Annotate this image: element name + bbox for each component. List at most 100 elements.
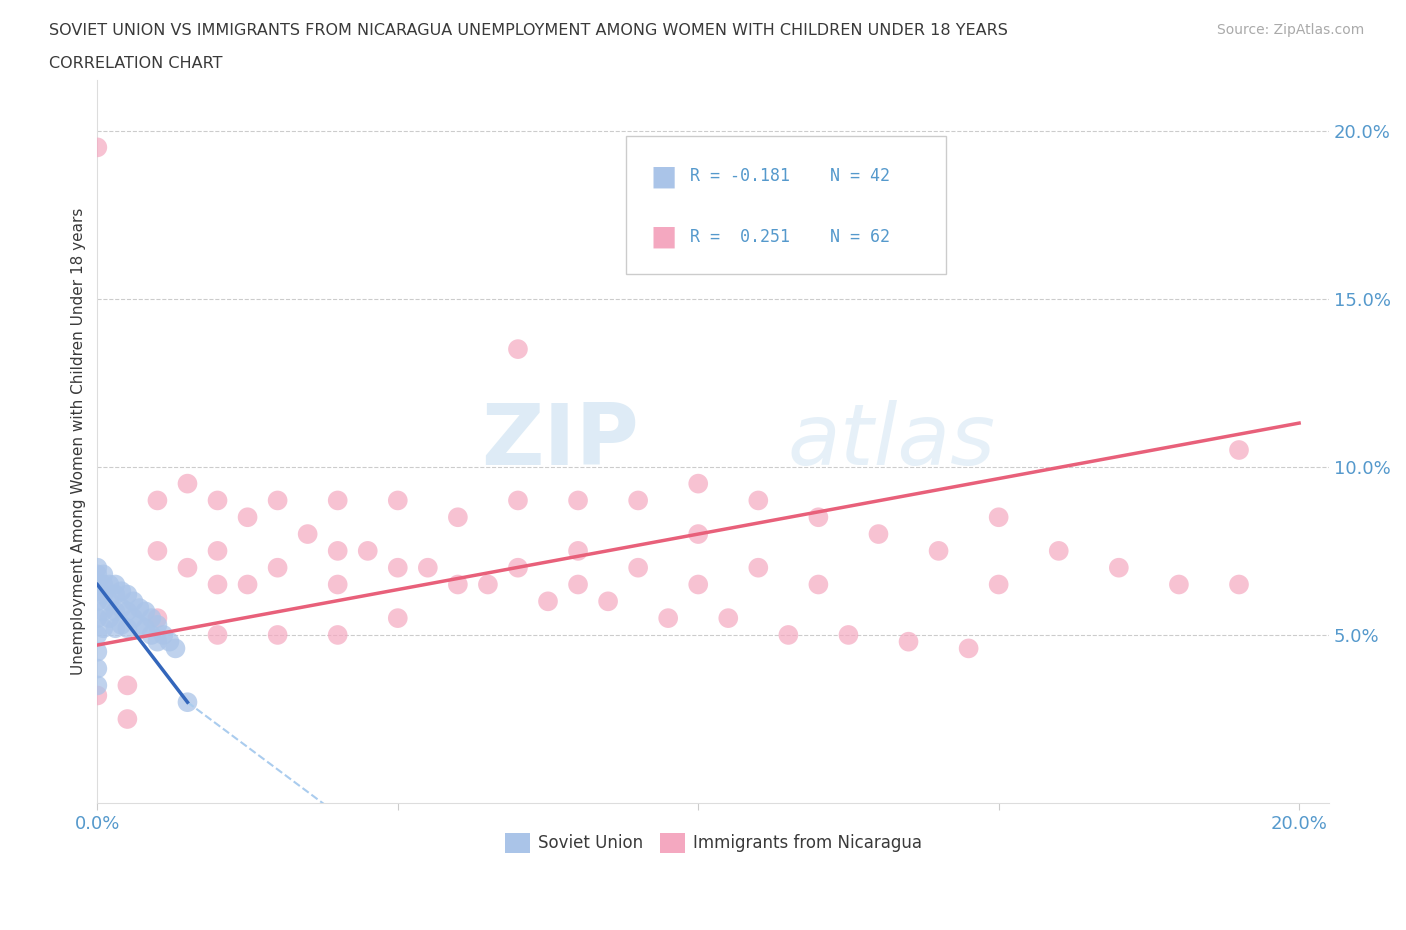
- Point: [567, 493, 589, 508]
- Point: [104, 604, 127, 618]
- Point: [387, 611, 409, 626]
- Point: [159, 634, 181, 649]
- Point: [128, 618, 150, 632]
- Point: [122, 594, 145, 609]
- Point: [146, 618, 169, 632]
- Point: [165, 641, 187, 656]
- Point: [897, 634, 920, 649]
- Point: [117, 621, 139, 636]
- Point: [326, 543, 349, 558]
- Point: [717, 611, 740, 626]
- Point: [176, 560, 198, 575]
- Point: [86, 644, 108, 659]
- Point: [957, 641, 980, 656]
- Point: [326, 578, 349, 592]
- Point: [86, 688, 108, 703]
- Point: [567, 543, 589, 558]
- Point: [1108, 560, 1130, 575]
- Point: [506, 493, 529, 508]
- Point: [987, 510, 1010, 525]
- Point: [86, 628, 108, 643]
- Text: CORRELATION CHART: CORRELATION CHART: [49, 56, 222, 71]
- Point: [236, 578, 259, 592]
- Text: R =  0.251    N = 62: R = 0.251 N = 62: [690, 228, 890, 246]
- Point: [1227, 578, 1250, 592]
- Point: [596, 594, 619, 609]
- Point: [117, 604, 139, 618]
- Point: [117, 711, 139, 726]
- Point: [357, 543, 380, 558]
- Point: [141, 628, 163, 643]
- Point: [778, 628, 800, 643]
- Point: [128, 601, 150, 616]
- Point: [236, 510, 259, 525]
- Text: SOVIET UNION VS IMMIGRANTS FROM NICARAGUA UNEMPLOYMENT AMONG WOMEN WITH CHILDREN: SOVIET UNION VS IMMIGRANTS FROM NICARAGU…: [49, 23, 1008, 38]
- Point: [86, 678, 108, 693]
- Point: [110, 618, 132, 632]
- Point: [134, 621, 156, 636]
- Point: [207, 493, 229, 508]
- Point: [837, 628, 859, 643]
- Point: [86, 611, 108, 626]
- Point: [93, 567, 115, 582]
- Point: [506, 341, 529, 356]
- Point: [1227, 443, 1250, 458]
- Point: [416, 560, 439, 575]
- Text: ZIP: ZIP: [482, 400, 640, 483]
- Point: [86, 584, 108, 599]
- Point: [326, 628, 349, 643]
- Point: [104, 587, 127, 602]
- Point: [266, 493, 288, 508]
- Point: [688, 578, 710, 592]
- Point: [807, 510, 830, 525]
- Point: [146, 611, 169, 626]
- Point: [146, 493, 169, 508]
- Point: [207, 628, 229, 643]
- Text: R = -0.181    N = 42: R = -0.181 N = 42: [690, 167, 890, 185]
- Point: [207, 543, 229, 558]
- Point: [86, 661, 108, 676]
- Point: [104, 621, 127, 636]
- Text: ■: ■: [650, 223, 676, 251]
- Point: [110, 584, 132, 599]
- Point: [657, 611, 679, 626]
- Point: [266, 560, 288, 575]
- Point: [688, 526, 710, 541]
- Point: [447, 510, 470, 525]
- Point: [266, 628, 288, 643]
- Point: [141, 611, 163, 626]
- Point: [506, 560, 529, 575]
- Y-axis label: Unemployment Among Women with Children Under 18 years: Unemployment Among Women with Children U…: [72, 208, 86, 675]
- Point: [176, 476, 198, 491]
- Point: [86, 567, 108, 582]
- Point: [104, 578, 127, 592]
- Point: [627, 560, 650, 575]
- Point: [537, 594, 560, 609]
- Point: [627, 493, 650, 508]
- Point: [1047, 543, 1070, 558]
- Point: [122, 611, 145, 626]
- Point: [86, 594, 108, 609]
- Point: [117, 587, 139, 602]
- Point: [152, 628, 174, 643]
- Point: [447, 578, 470, 592]
- Point: [146, 543, 169, 558]
- Point: [326, 493, 349, 508]
- Point: [86, 578, 108, 592]
- Point: [86, 560, 108, 575]
- Point: [146, 634, 169, 649]
- Point: [117, 678, 139, 693]
- Point: [93, 621, 115, 636]
- Point: [868, 526, 890, 541]
- Point: [688, 476, 710, 491]
- Point: [93, 587, 115, 602]
- Point: [807, 578, 830, 592]
- Legend: Soviet Union, Immigrants from Nicaragua: Soviet Union, Immigrants from Nicaragua: [498, 826, 928, 860]
- Text: Source: ZipAtlas.com: Source: ZipAtlas.com: [1216, 23, 1364, 37]
- Text: atlas: atlas: [787, 400, 995, 483]
- Point: [93, 578, 115, 592]
- Point: [477, 578, 499, 592]
- Point: [134, 604, 156, 618]
- Point: [928, 543, 950, 558]
- Point: [987, 578, 1010, 592]
